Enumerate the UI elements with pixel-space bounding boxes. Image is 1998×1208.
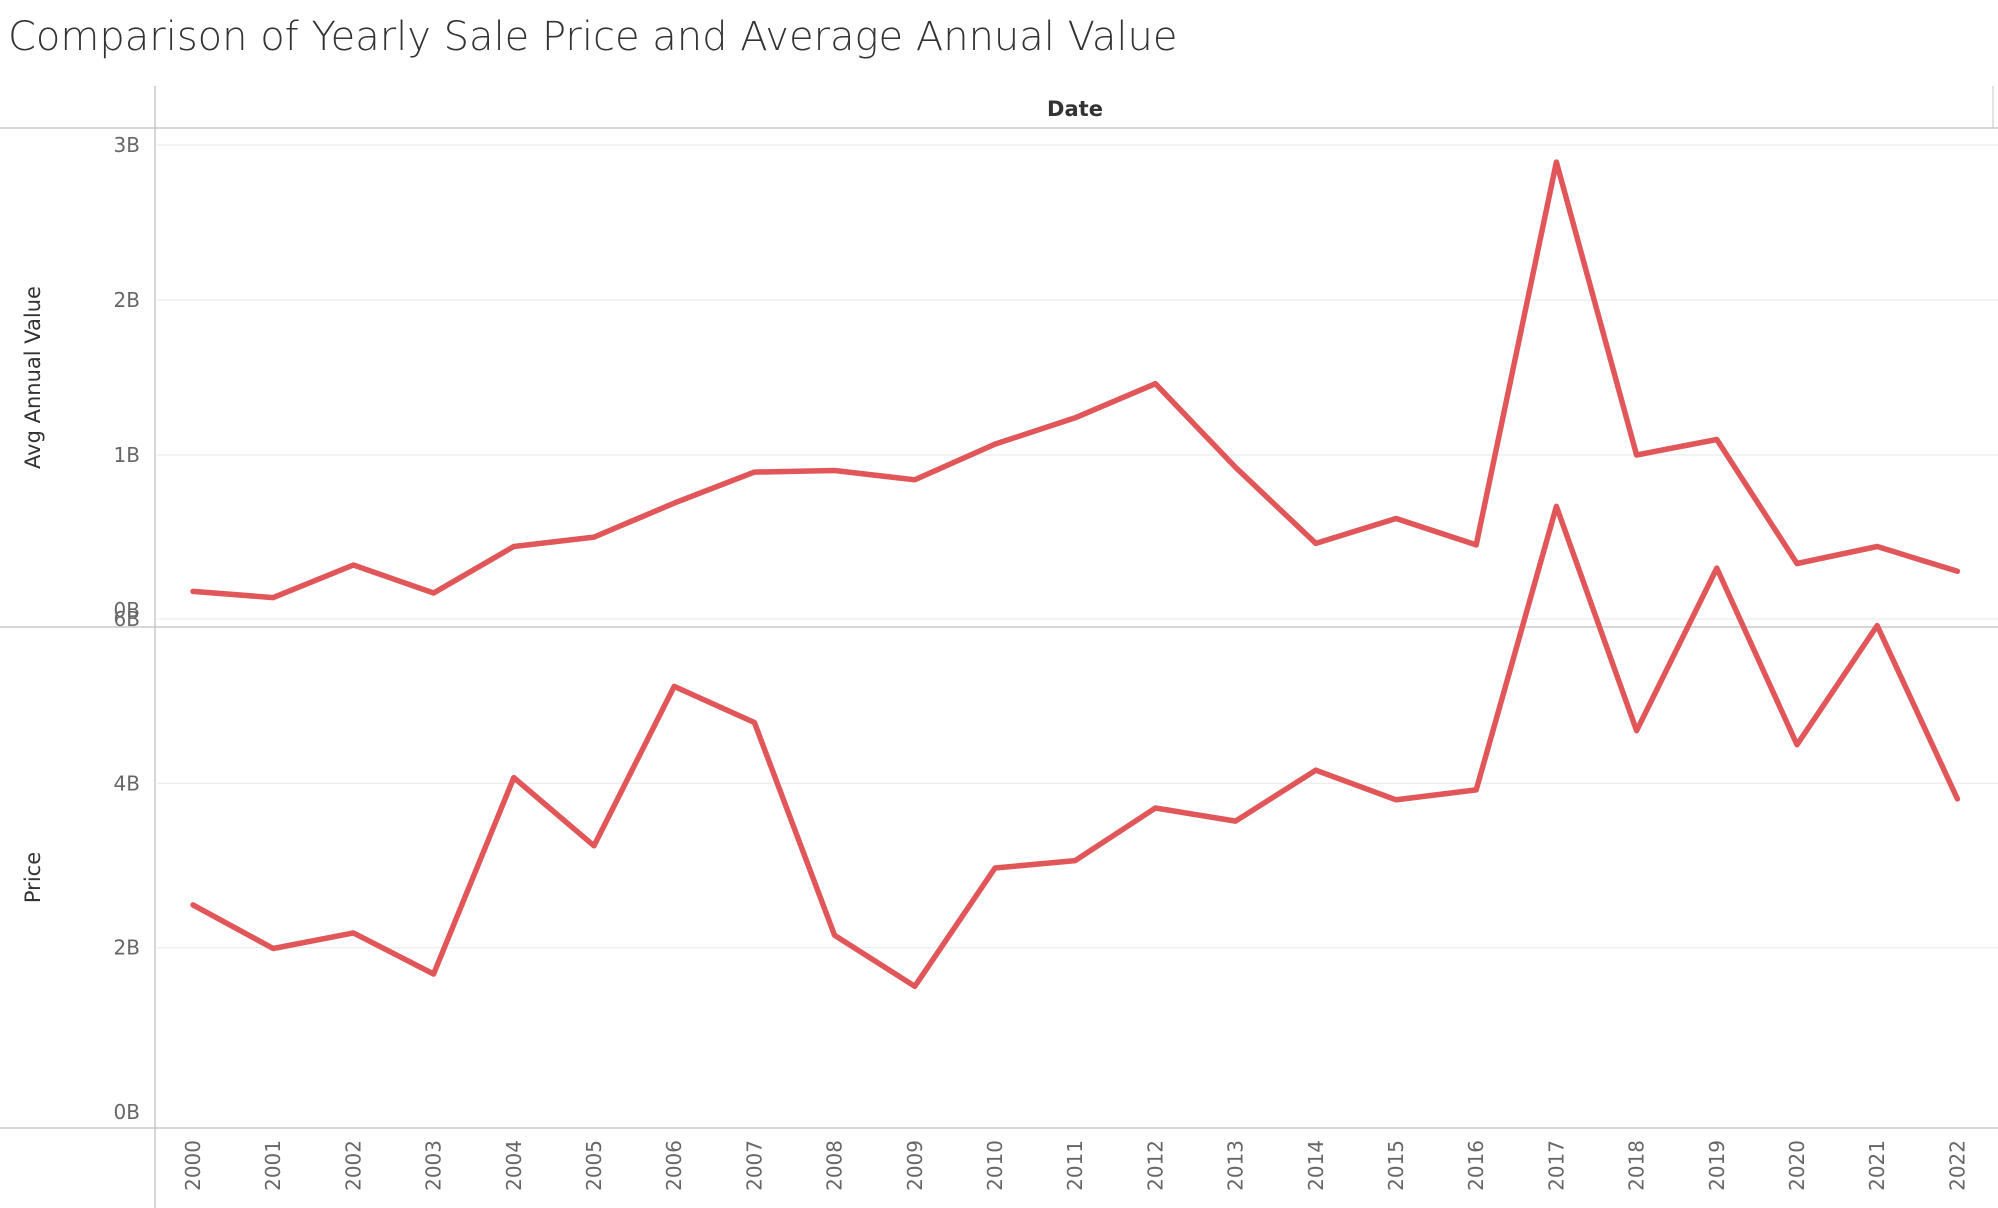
x-tick-label: 2018 xyxy=(1625,1140,1649,1191)
x-tick-label: 2003 xyxy=(422,1140,446,1191)
x-tick-label: 2021 xyxy=(1865,1140,1889,1191)
y-axis-label: Price xyxy=(21,852,45,903)
x-tick-label: 2001 xyxy=(261,1140,285,1191)
x-tick-label: 2012 xyxy=(1143,1140,1167,1191)
y-axis-label: Avg Annual Value xyxy=(21,286,45,469)
series-line xyxy=(190,503,1961,990)
x-tick-label: 2000 xyxy=(181,1140,205,1191)
chart-frame xyxy=(0,86,1998,1208)
column-header-date: Date xyxy=(1047,97,1103,121)
x-tick-label: 2009 xyxy=(903,1140,927,1191)
x-tick-label: 2013 xyxy=(1224,1140,1248,1191)
panel-price: 0B 2B 4B 6B Price xyxy=(21,503,1998,1124)
x-tick-label: 2005 xyxy=(582,1140,606,1191)
y-tick-label: 0B xyxy=(114,598,140,622)
x-tick-label: 2019 xyxy=(1705,1140,1729,1191)
x-tick-label: 2004 xyxy=(502,1140,526,1191)
y-tick-label: 1B xyxy=(114,443,140,467)
y-tick-label: 0B xyxy=(114,1100,140,1124)
x-axis: 2000 2001 2002 2003 2004 2005 2006 2007 2008 2009… xyxy=(181,1140,1969,1191)
x-tick-label: 2007 xyxy=(742,1140,766,1191)
y-tick-label: 4B xyxy=(114,771,140,795)
series-line xyxy=(190,159,1961,601)
y-tick-label: 2B xyxy=(114,288,140,312)
x-tick-label: 2014 xyxy=(1304,1140,1328,1191)
y-tick-label: 2B xyxy=(114,936,140,960)
y-tick-label: 3B xyxy=(114,133,140,157)
x-tick-label: 2022 xyxy=(1945,1140,1969,1191)
x-tick-label: 2002 xyxy=(341,1140,365,1191)
x-tick-label: 2020 xyxy=(1785,1140,1809,1191)
y-tick-label: 6B xyxy=(114,607,140,631)
x-tick-label: 2011 xyxy=(1063,1140,1087,1191)
panel-avg-annual-value: 0B 1B 2B 3B Avg Annual Value xyxy=(21,133,1998,622)
x-tick-label: 2015 xyxy=(1384,1140,1408,1191)
x-tick-label: 2006 xyxy=(662,1140,686,1191)
x-tick-label: 2016 xyxy=(1464,1140,1488,1191)
x-tick-label: 2008 xyxy=(823,1140,847,1191)
x-tick-label: 2010 xyxy=(983,1140,1007,1191)
x-tick-label: 2017 xyxy=(1544,1140,1568,1191)
chart-title: Comparison of Yearly Sale Price and Aver… xyxy=(8,14,1178,60)
